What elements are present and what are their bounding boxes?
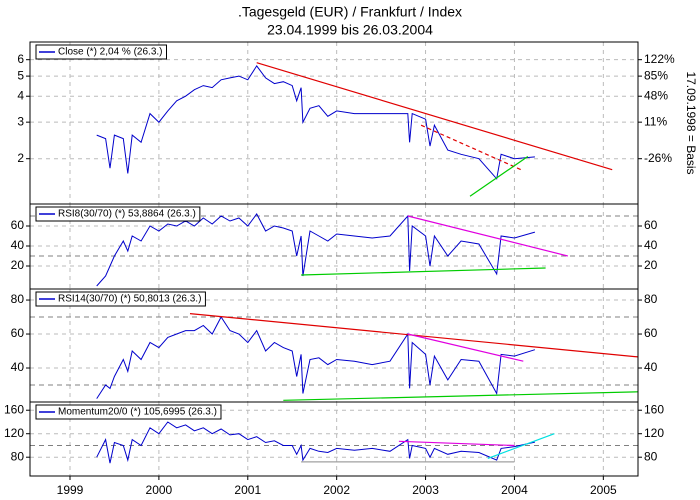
trend-line bbox=[407, 333, 524, 362]
y-tick-label: 5 bbox=[17, 68, 24, 82]
x-tick-label: 2005 bbox=[590, 483, 617, 497]
y-tick-label-right: 40 bbox=[644, 360, 658, 374]
y-tick-label: 60 bbox=[11, 218, 25, 232]
y-tick-label: 20 bbox=[11, 258, 25, 272]
y-tick-label: 160 bbox=[4, 402, 24, 416]
y-tick-label: 3 bbox=[17, 114, 24, 128]
trend-line bbox=[283, 391, 638, 401]
panel-frame bbox=[29, 41, 639, 205]
legend-box bbox=[35, 404, 222, 420]
series-line bbox=[96, 316, 536, 399]
legend-label: Momentum20/0 (*) 105,6995 (26.3.) bbox=[58, 407, 217, 418]
y2-axis-label: 17.09.1998 = Basis bbox=[684, 71, 698, 174]
y-tick-label-right: 20 bbox=[644, 258, 658, 272]
y-tick-label: 40 bbox=[11, 360, 25, 374]
legend-label: RSI14(30/70) (*) 50,8013 (26.3.) bbox=[58, 294, 201, 305]
legend-label: Close (*) 2,04 % (26.3.) bbox=[58, 47, 163, 58]
y-tick-label: 80 bbox=[11, 292, 25, 306]
y-tick-label-right: 60 bbox=[644, 218, 658, 232]
legend-label: RSI8(30/70) (*) 53,8864 (26.3.) bbox=[58, 209, 196, 220]
series-line bbox=[96, 213, 536, 287]
y2-tick-label: 48% bbox=[644, 88, 668, 102]
x-tick-label: 2003 bbox=[412, 483, 439, 497]
trend-line bbox=[407, 215, 568, 257]
legend-box bbox=[35, 291, 206, 307]
y-tick-label-right: 80 bbox=[644, 449, 658, 463]
y-tick-label-right: 160 bbox=[644, 402, 664, 416]
chart-subtitle: 23.04.1999 bis 26.03.2004 bbox=[267, 22, 433, 38]
y-tick-label-right: 120 bbox=[644, 426, 664, 440]
legend-box bbox=[35, 206, 201, 222]
y-tick-label: 40 bbox=[11, 238, 25, 252]
trend-line bbox=[420, 124, 524, 172]
panel-frame bbox=[29, 401, 639, 477]
y2-tick-label: 122% bbox=[644, 52, 675, 66]
trend-line bbox=[256, 62, 613, 171]
y-tick-label-right: 60 bbox=[644, 326, 658, 340]
panel bbox=[30, 402, 638, 476]
y2-tick-label: 85% bbox=[644, 68, 668, 82]
panel bbox=[30, 289, 638, 402]
y-tick-label: 60 bbox=[11, 326, 25, 340]
x-tick-label: 2004 bbox=[501, 483, 528, 497]
trend-line bbox=[301, 267, 546, 276]
x-tick-label: 2001 bbox=[234, 483, 261, 497]
panel bbox=[30, 42, 638, 204]
trend-line bbox=[469, 156, 529, 197]
y2-tick-label: -26% bbox=[644, 151, 672, 165]
series-line bbox=[96, 65, 535, 180]
x-tick-label: 2000 bbox=[146, 483, 173, 497]
y-tick-label-right: 80 bbox=[644, 292, 658, 306]
trend-line bbox=[487, 433, 555, 459]
y-tick-label: 6 bbox=[17, 52, 24, 66]
y2-tick-label: 11% bbox=[644, 114, 667, 128]
x-tick-label: 1999 bbox=[57, 483, 84, 497]
series-line bbox=[96, 421, 536, 464]
y-tick-label: 80 bbox=[11, 449, 25, 463]
chart-title: .Tagesgeld (EUR) / Frankfurt / Index bbox=[238, 4, 462, 20]
legend-box bbox=[35, 44, 167, 60]
y-tick-label: 120 bbox=[4, 426, 24, 440]
y-tick-label: 2 bbox=[17, 151, 24, 165]
y-tick-label: 4 bbox=[17, 88, 24, 102]
trend-line bbox=[398, 440, 515, 447]
y-tick-label-right: 40 bbox=[644, 238, 658, 252]
panel bbox=[30, 204, 638, 289]
x-tick-label: 2002 bbox=[323, 483, 350, 497]
